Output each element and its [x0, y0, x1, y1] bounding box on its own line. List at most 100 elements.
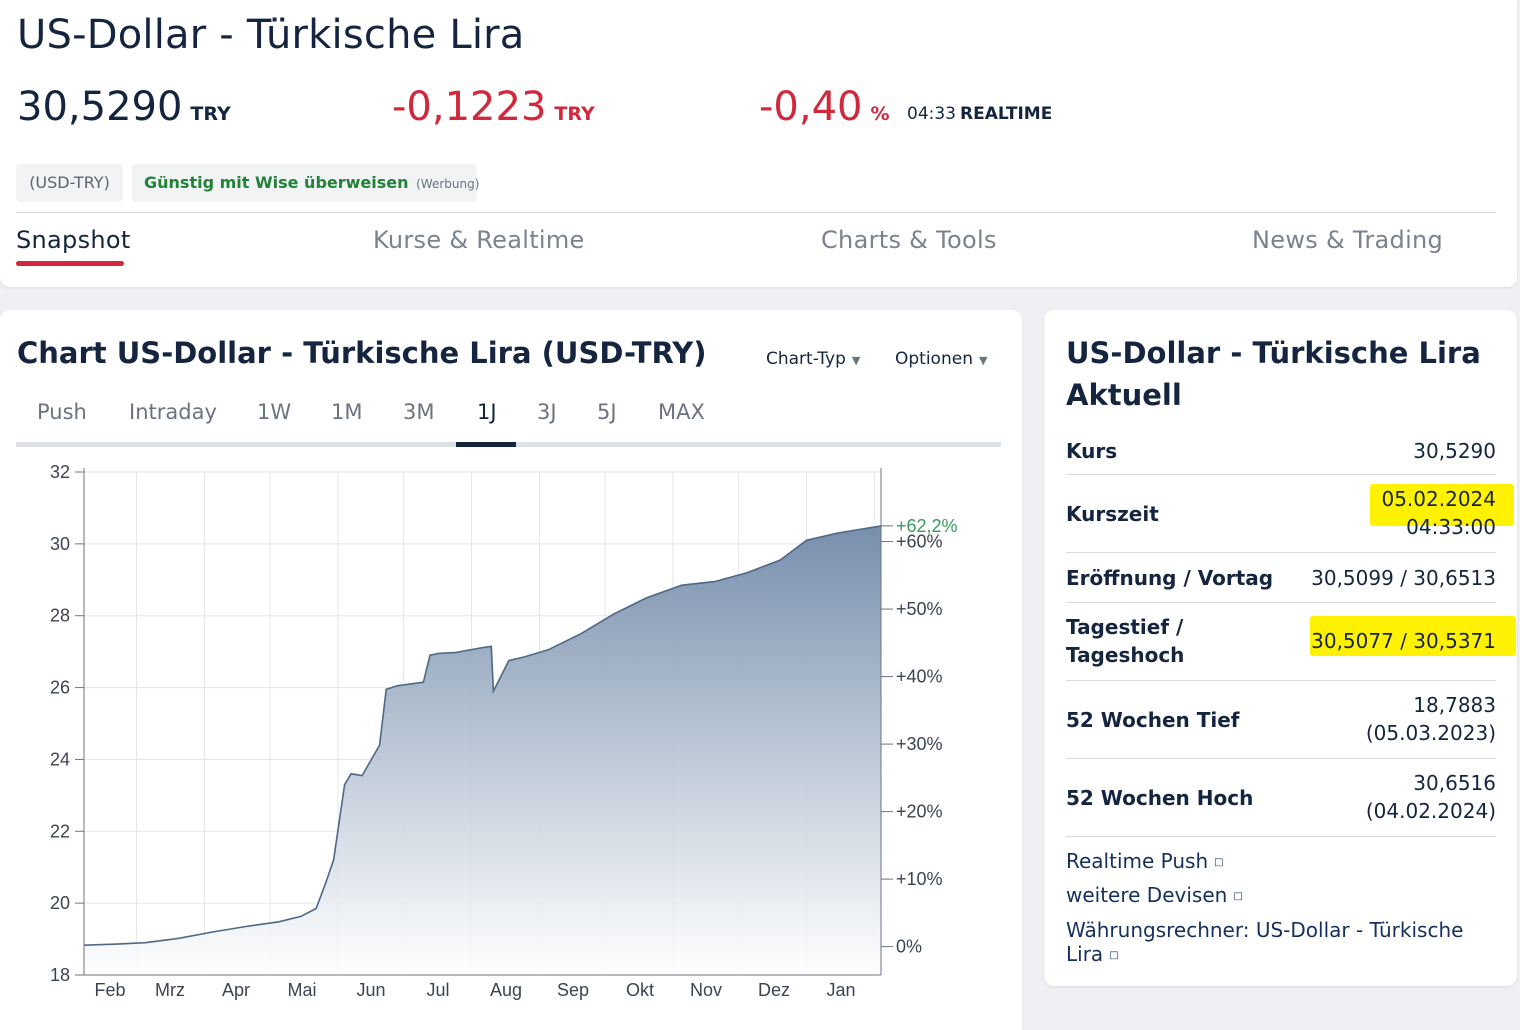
realtime-push-link[interactable]: Realtime Push □ [1066, 849, 1224, 875]
y-tick-label: 28 [50, 606, 70, 626]
period-selector: Push Intraday 1W 1M 3M 1J 3J 5J MAX [16, 390, 1001, 447]
y-tick-label: 18 [50, 965, 70, 985]
x-tick-label: Dez [758, 980, 790, 1000]
row-label: 52 Wochen Tief [1066, 708, 1240, 732]
chart-panel: Chart US-Dollar - Türkische Lira (USD-TR… [0, 310, 1022, 1030]
pct-tick-label: +40% [896, 667, 943, 687]
time-value: 04:33 [907, 104, 956, 124]
quote-time: 04:33 REALTIME [907, 104, 1052, 124]
row-value-2: (05.03.2023) [1365, 721, 1496, 745]
row-kurszeit: Kurszeit 05.02.2024 04:33:00 [1066, 475, 1496, 553]
row-value: 30,6516 [1413, 771, 1496, 795]
row-52w-hoch: 52 Wochen Hoch 30,6516 (04.02.2024) [1066, 759, 1496, 837]
row-eroeffnung-vortag: Eröffnung / Vortag 30,5099 / 30,6513 [1066, 553, 1496, 603]
y-tick-label: 22 [50, 821, 70, 841]
y-tick-label: 20 [50, 893, 70, 913]
row-value: 18,7883 [1413, 693, 1496, 717]
highlight-mark [1310, 616, 1516, 656]
chart-title: Chart US-Dollar - Türkische Lira (USD-TR… [17, 336, 707, 370]
tab-kurse-realtime[interactable]: Kurse & Realtime [373, 226, 585, 254]
waehrungsrechner-link[interactable]: Währungsrechner: US-Dollar - Türkische [1066, 918, 1463, 942]
change-unit: TRY [554, 103, 595, 125]
row-value: 30,5099 / 30,6513 [1311, 566, 1496, 590]
link-label: weitere Devisen [1066, 883, 1228, 907]
pct-value: -0,40 [759, 84, 863, 130]
weitere-devisen-link[interactable]: weitere Devisen □ [1066, 883, 1243, 909]
price-unit: TRY [190, 103, 231, 125]
dropdown-caret-icon: ▼ [851, 354, 861, 367]
pct-tick-label: +30% [896, 734, 943, 754]
x-tick-label: Mai [287, 980, 316, 1000]
pct-tick-label: 0% [896, 937, 922, 957]
row-52w-tief: 52 Wochen Tief 18,7883 (05.03.2023) [1066, 681, 1496, 759]
x-tick-label: Jul [426, 980, 449, 1000]
row-value: 30,5290 [1413, 439, 1496, 463]
tab-snapshot[interactable]: Snapshot [16, 226, 131, 254]
external-link-icon: □ [1214, 856, 1224, 868]
link-label: Währungsrechner: US-Dollar - Türkische [1066, 918, 1464, 942]
period-3m[interactable]: 3M [403, 400, 435, 424]
period-intraday[interactable]: Intraday [129, 400, 217, 424]
ad-text: Günstig mit Wise überweisen [144, 173, 409, 192]
price-chart[interactable]: 18 20 22 24 26 28 30 32 0% +10% +20% +30% +40% +50% +6… [0, 457, 1022, 1017]
period-push[interactable]: Push [37, 400, 87, 424]
abs-change: -0,1223 TRY [392, 84, 595, 130]
chart-type-dropdown[interactable]: Chart-Typ ▼ [766, 349, 860, 369]
pct-change: -0,40% [759, 84, 890, 130]
pct-tick-label: +60% [896, 532, 943, 552]
page-title: US-Dollar - Türkische Lira [17, 12, 525, 58]
period-1w[interactable]: 1W [257, 400, 292, 424]
link-label: Realtime Push [1066, 849, 1209, 873]
x-tick-label: Nov [690, 980, 722, 1000]
period-1m[interactable]: 1M [331, 400, 363, 424]
waehrungsrechner-link-cont[interactable]: Lira □ [1066, 942, 1119, 968]
wise-ad-link[interactable]: Günstig mit Wise überweisen (Werbung) [132, 164, 480, 202]
period-5j[interactable]: 5J [597, 400, 617, 424]
row-label: Tagestief / [1066, 615, 1184, 639]
pct-tick-label: +20% [896, 802, 943, 822]
row-tagestief-tageshoch: Tagestief / Tageshoch 30,5077 / 30,5371 [1066, 603, 1496, 681]
row-label: Kurszeit [1066, 502, 1159, 526]
external-link-icon: □ [1233, 890, 1243, 902]
x-tick-label: Jan [826, 980, 855, 1000]
symbol-badge: (USD-TRY) [16, 164, 123, 202]
chart-type-label: Chart-Typ [766, 349, 846, 369]
dropdown-caret-icon: ▼ [978, 354, 988, 367]
row-value-2: (04.02.2024) [1365, 799, 1496, 823]
row-value: 05.02.2024 [1381, 487, 1496, 511]
row-kurs: Kurs 30,5290 [1066, 432, 1496, 475]
row-label: Kurs [1066, 439, 1118, 463]
price-area [84, 525, 881, 975]
realtime-label: REALTIME [960, 104, 1053, 124]
period-3j[interactable]: 3J [537, 400, 557, 424]
y-tick-label: 24 [50, 749, 70, 769]
details-title: US-Dollar - Türkische Lira Aktuell [1066, 336, 1481, 412]
quote-row: 30,5290 TRY -0,1223 TRY -0,40% 04:33 REALTI… [17, 82, 1117, 132]
change-value: -0,1223 [392, 84, 547, 130]
x-tick-label: Mrz [155, 980, 185, 1000]
row-label-2: Tageshoch [1066, 643, 1185, 667]
highlight-mark [1370, 484, 1514, 526]
options-label: Optionen [895, 349, 973, 369]
row-label: 52 Wochen Hoch [1066, 786, 1254, 810]
pct-tick-label: +50% [896, 599, 943, 619]
y-tick-label: 26 [50, 678, 70, 698]
price-line [83, 525, 882, 946]
options-dropdown[interactable]: Optionen ▼ [895, 349, 987, 369]
y-tick-label: 32 [50, 462, 70, 482]
details-panel: US-Dollar - Türkische Lira Aktuell Kurs … [1044, 310, 1517, 986]
instrument-header: US-Dollar - Türkische Lira 30,5290 TRY -0… [0, 0, 1517, 287]
tab-charts-tools[interactable]: Charts & Tools [821, 226, 997, 254]
ad-label: (Werbung) [416, 177, 480, 191]
pct-tick-label: +10% [896, 869, 943, 889]
active-period-indicator [456, 442, 516, 447]
tab-news-trading[interactable]: News & Trading [1252, 226, 1444, 254]
last-price: 30,5290 TRY [17, 84, 231, 130]
external-link-icon: □ [1109, 949, 1119, 961]
y-tick-label: 30 [50, 534, 70, 554]
period-max[interactable]: MAX [658, 400, 705, 424]
period-1j[interactable]: 1J [477, 400, 497, 424]
x-tick-label: Okt [626, 980, 654, 1000]
link-label: Lira [1066, 942, 1104, 966]
active-tab-indicator [16, 261, 124, 266]
